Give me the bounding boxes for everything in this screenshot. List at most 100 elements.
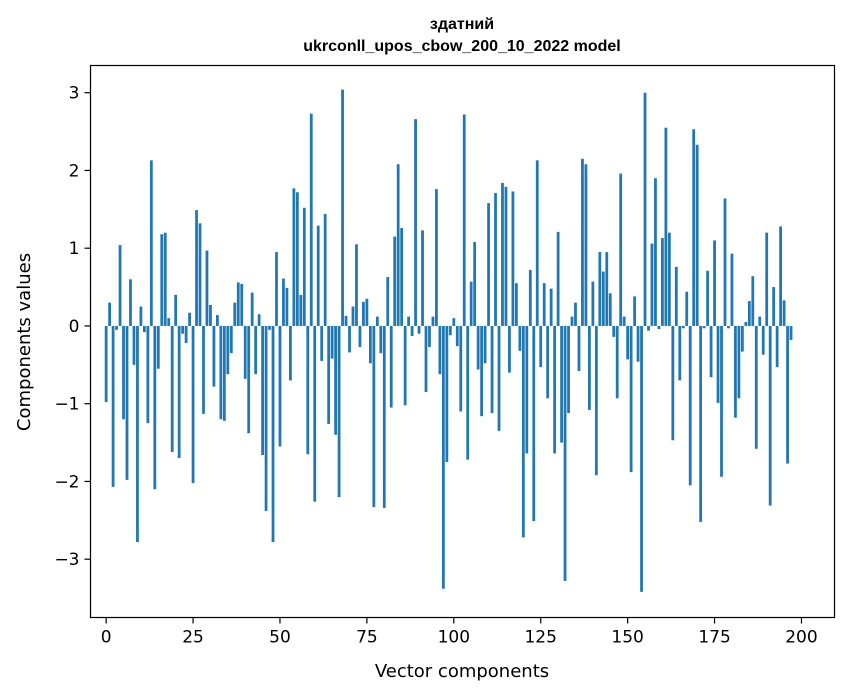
- bar-50: [278, 325, 282, 447]
- bar-35: [226, 325, 230, 375]
- x-axis-ticks: 0 25 50 75 100 125 150 175 200: [101, 617, 818, 648]
- bar-149: [622, 316, 626, 326]
- bar-14: [153, 325, 157, 490]
- bar-58: [306, 325, 310, 455]
- bar-173: [706, 270, 709, 326]
- bar-177: [720, 325, 723, 477]
- bar-74: [362, 301, 365, 326]
- bar-95: [435, 189, 438, 326]
- x-axis-label: Vector components: [375, 661, 549, 682]
- bar-102: [459, 325, 463, 412]
- bar-197: [789, 325, 793, 340]
- bar-12: [146, 325, 150, 424]
- bar-135: [574, 302, 577, 326]
- bar-158: [654, 178, 657, 326]
- bar-137: [581, 158, 584, 326]
- bar-86: [403, 325, 407, 406]
- bar-138: [584, 164, 588, 326]
- bar-2: [111, 325, 115, 487]
- bar-115: [504, 186, 508, 326]
- bar-0: [104, 325, 108, 403]
- bar-185: [747, 301, 751, 326]
- bar-136: [577, 325, 581, 372]
- bar-23: [184, 325, 188, 344]
- x-tick-label: 75: [356, 628, 378, 648]
- bar-42: [250, 292, 254, 326]
- bar-68: [341, 89, 344, 326]
- bar-189: [761, 325, 765, 355]
- bar-154: [640, 325, 643, 592]
- plot-area-frame: [89, 64, 836, 619]
- bar-107: [476, 325, 480, 370]
- bar-122: [528, 269, 532, 326]
- bar-190: [765, 232, 769, 326]
- bar-9: [136, 325, 139, 543]
- bar-4: [118, 245, 122, 326]
- bar-114: [501, 182, 504, 326]
- x-tick-label: 200: [785, 628, 817, 648]
- bar-167: [685, 291, 689, 326]
- bar-22: [181, 325, 185, 334]
- bar-176: [716, 325, 720, 403]
- bar-65: [330, 325, 334, 359]
- bar-73: [358, 325, 362, 347]
- bar-98: [445, 325, 449, 463]
- bar-82: [389, 325, 393, 408]
- x-tick-label: 50: [269, 628, 291, 648]
- x-tick-label: 175: [698, 628, 730, 648]
- bar-40: [243, 325, 247, 379]
- bar-175: [713, 240, 716, 326]
- bar-140: [591, 281, 595, 326]
- bar-182: [737, 325, 741, 399]
- bar-76: [368, 325, 372, 364]
- bar-126: [542, 283, 546, 326]
- bar-159: [657, 325, 661, 330]
- bar-160: [661, 238, 664, 326]
- bar-145: [608, 293, 612, 326]
- bar-111: [490, 325, 494, 414]
- bar-166: [681, 325, 685, 329]
- bar-69: [344, 315, 348, 326]
- bar-60: [313, 325, 317, 502]
- x-tick-label: 0: [101, 628, 112, 648]
- bar-106: [473, 241, 477, 326]
- bar-59: [309, 113, 313, 326]
- bar-186: [751, 276, 755, 326]
- bar-157: [650, 243, 654, 326]
- bar-152: [633, 296, 636, 326]
- bar-44: [257, 314, 261, 326]
- bar-81: [386, 276, 390, 326]
- bar-43: [254, 325, 258, 375]
- bar-57: [302, 207, 306, 326]
- bar-171: [699, 325, 703, 522]
- bar-195: [782, 300, 786, 326]
- bar-123: [532, 325, 536, 522]
- bar-52: [285, 287, 289, 326]
- bar-193: [775, 325, 779, 368]
- y-axis-ticks: −3 −2 −1 0 1 2 3: [54, 84, 91, 570]
- bar-179: [727, 325, 730, 329]
- bar-148: [619, 173, 623, 326]
- bar-67: [337, 325, 341, 497]
- bar-93: [428, 325, 431, 347]
- x-tick-label: 25: [182, 628, 204, 648]
- bar-172: [702, 325, 706, 329]
- bar-97: [441, 325, 445, 589]
- bar-127: [546, 325, 550, 399]
- bar-109: [483, 325, 487, 364]
- bar-10: [139, 306, 143, 326]
- bar-141: [594, 325, 598, 476]
- bar-99: [448, 325, 452, 336]
- bar-51: [282, 278, 285, 326]
- bar-1: [108, 302, 112, 326]
- y-tick-label: −1: [54, 395, 79, 415]
- bar-181: [734, 325, 737, 418]
- bar-16: [160, 234, 164, 326]
- bar-184: [744, 322, 748, 326]
- bars-group: [104, 89, 793, 592]
- bar-83: [393, 236, 397, 326]
- bar-79: [379, 325, 383, 354]
- bar-49: [275, 252, 278, 326]
